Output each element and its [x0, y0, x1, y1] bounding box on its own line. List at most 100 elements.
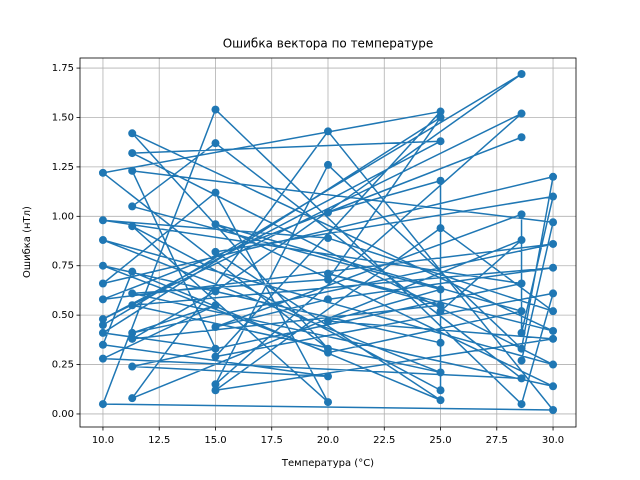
data-point [128, 334, 137, 343]
data-point [517, 236, 526, 245]
data-point [324, 372, 332, 381]
data-point [98, 328, 107, 337]
data-point [211, 301, 220, 310]
data-point [517, 210, 526, 219]
data-point [128, 166, 137, 175]
x-tick-label: 15.0 [204, 435, 226, 446]
data-point [98, 279, 107, 288]
x-tick-label: 10.0 [92, 435, 114, 446]
data-point [549, 334, 558, 343]
data-point [436, 301, 445, 310]
data-point [128, 301, 137, 310]
data-point [549, 360, 558, 369]
data-point [549, 326, 558, 335]
data-point [211, 220, 220, 229]
y-tick-label: 1.25 [52, 162, 74, 173]
data-point [324, 295, 332, 304]
data-point [517, 374, 526, 383]
data-point [98, 236, 107, 245]
y-tick-label: 0.50 [52, 310, 74, 321]
data-point [211, 287, 220, 296]
data-point [128, 202, 137, 211]
data-point [436, 368, 445, 377]
y-tick-label: 0.00 [52, 409, 74, 420]
data-point [128, 328, 137, 337]
x-tick-label: 27.5 [486, 435, 508, 446]
data-point [517, 70, 526, 79]
data-point [211, 322, 220, 331]
y-tick-label: 0.75 [52, 261, 74, 272]
data-point [98, 321, 107, 330]
series-line [102, 73, 554, 411]
data-point [517, 400, 526, 409]
data-point [436, 113, 445, 122]
data-point [436, 396, 445, 405]
data-point [549, 307, 558, 316]
data-point [549, 382, 558, 391]
data-point [128, 362, 137, 371]
data-point [549, 239, 558, 248]
data-point [211, 247, 220, 256]
data-point [549, 192, 558, 201]
x-axis-label: Температура (°C) [281, 458, 374, 469]
data-point [517, 109, 526, 118]
data-point [211, 386, 220, 395]
data-point [324, 317, 332, 326]
data-point [517, 356, 526, 365]
data-point [324, 348, 332, 357]
data-point [324, 398, 332, 407]
data-point [211, 105, 220, 114]
data-point [128, 129, 137, 138]
x-tick-label: 22.5 [373, 435, 395, 446]
data-point [128, 222, 137, 231]
data-point [549, 289, 558, 298]
x-tick-label: 17.5 [261, 435, 283, 446]
data-point [98, 354, 107, 363]
data-point [211, 344, 220, 353]
data-point [211, 380, 220, 389]
data-point [324, 269, 332, 278]
data-point [98, 315, 107, 324]
data-point [128, 289, 137, 298]
data-point [436, 137, 445, 146]
y-tick-label: 1.00 [52, 211, 74, 222]
y-tick-label: 1.50 [52, 112, 74, 123]
data-point [98, 400, 107, 409]
data-point [517, 328, 526, 337]
data-point [128, 149, 137, 158]
x-tick-label: 25.0 [429, 435, 451, 446]
data-point [324, 275, 332, 284]
data-point [517, 133, 526, 142]
plot-frame [79, 57, 577, 428]
data-point [98, 168, 107, 177]
x-tick-label: 20.0 [317, 435, 339, 446]
data-point [211, 139, 220, 148]
y-axis-label: Ошибка (нТл) [22, 206, 33, 278]
data-point [211, 352, 220, 361]
data-point [436, 386, 445, 395]
data-point [324, 127, 332, 136]
data-point [436, 176, 445, 185]
data-point [549, 218, 558, 227]
x-tick-label: 30.0 [542, 435, 564, 446]
y-tick-label: 1.75 [52, 63, 74, 74]
data-point [98, 295, 107, 304]
data-point [517, 344, 526, 353]
data-point [324, 234, 332, 243]
data-point [517, 279, 526, 288]
data-point [436, 285, 445, 294]
data-point [211, 188, 220, 197]
data-point [549, 263, 558, 272]
data-point [98, 216, 107, 225]
y-tick-label: 0.25 [52, 360, 74, 371]
chart-title: Ошибка вектора по температуре [223, 37, 434, 51]
data-point [98, 261, 107, 270]
data-point [549, 406, 558, 415]
data-point [324, 208, 332, 217]
data-point [128, 394, 137, 403]
data-point [549, 172, 558, 181]
data-point [436, 224, 445, 233]
data-point [436, 307, 445, 316]
